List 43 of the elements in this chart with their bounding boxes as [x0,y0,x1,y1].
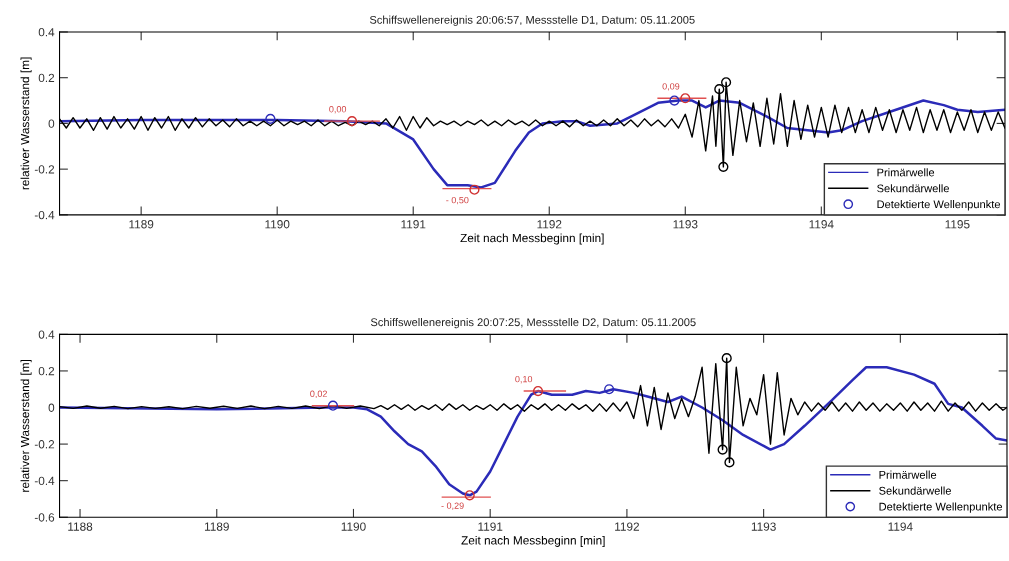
x-tick-label: 1193 [751,522,776,531]
y-tick-label: -0.6 [34,513,55,522]
annotation: - 0,29 [441,502,464,510]
annotation: 0,00 [329,106,347,114]
legend-label: Sekundärwelle [877,184,949,193]
x-tick-label: 1189 [129,220,154,229]
x-axis-title: Zeit nach Messbeginn [min] [461,535,605,547]
x-tick-label: 1190 [341,522,366,531]
y-axis-title: relativer Wasserstand [m] [20,359,32,492]
legend-label: Primärwelle [877,168,935,177]
x-axis-title: Zeit nach Messbeginn [min] [460,233,604,245]
x-tick-label: 1194 [809,220,834,229]
y-tick-label: 0.2 [38,366,55,376]
annotation: 0,10 [515,375,533,384]
x-tick-label: 1192 [615,522,640,531]
y-tick-label: 0 [48,119,55,128]
y-tick-label: 0.2 [38,73,55,83]
x-tick-label: 1195 [945,220,970,229]
legend-label: Detektierte Wellenpunkte [877,200,1001,211]
chart-title: Schiffswellenereignis 20:06:57, Messstelle D1, Datum: 05.11.2005 [369,15,695,26]
legend-label: Detektierte Wellenpunkte [879,502,1003,513]
annotation: 0,09 [662,83,680,91]
x-tick-label: 1191 [401,220,426,229]
legend-label: Sekundärwelle [879,486,951,495]
y-axis-title: relativer Wasserstand [m] [20,57,32,190]
x-tick-label: 1194 [888,522,913,531]
x-tick-label: 1189 [204,522,229,531]
x-tick-label: 1188 [68,522,93,531]
y-tick-label: 0.4 [38,330,55,339]
chart-title: Schiffswellenereignis 20:07:25, Messstelle D2, Datum: 05.11.2005 [370,317,696,329]
x-tick-label: 1190 [265,220,290,229]
annotation: 0,02 [310,390,327,399]
x-tick-label: 1192 [537,220,562,229]
y-tick-label: -0.4 [34,210,55,220]
legend-label: Primärwelle [879,470,937,479]
x-tick-label: 1193 [673,220,698,229]
y-tick-label: 0.4 [38,28,55,37]
y-tick-label: -0.2 [34,440,55,449]
annotation: - 0,50 [446,196,469,205]
x-tick-label: 1191 [478,522,503,531]
y-tick-label: -0.2 [34,165,55,174]
y-tick-label: -0.4 [34,476,55,486]
y-tick-label: 0 [48,403,55,412]
